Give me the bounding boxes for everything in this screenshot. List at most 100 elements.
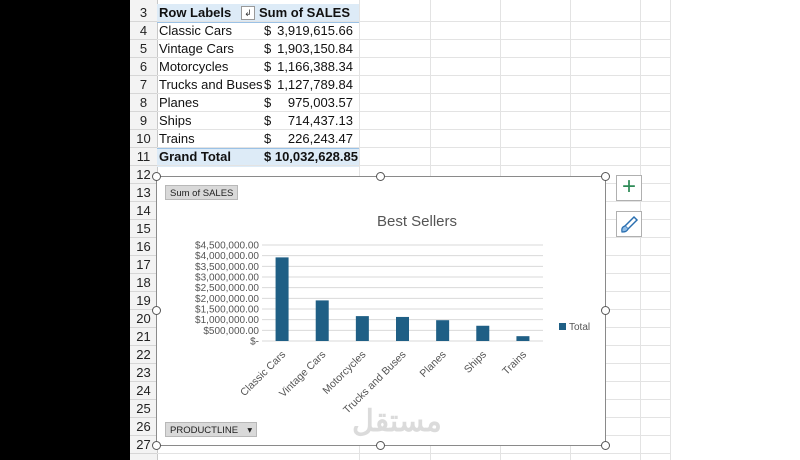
gridline-row <box>157 453 670 454</box>
pivot-row-value[interactable]: 975,003.57 <box>287 95 353 110</box>
resize-handle-top-right[interactable] <box>601 172 610 181</box>
y-tick-label: $4,000,000.00 <box>195 251 259 262</box>
x-tick-label: Planes <box>418 349 449 380</box>
resize-handle-left[interactable] <box>152 306 161 315</box>
row-number[interactable]: 16 <box>130 238 157 256</box>
pivot-row-label[interactable]: Classic Cars <box>159 23 232 38</box>
pivot-row-currency[interactable]: $ <box>264 77 272 92</box>
gridline-row <box>157 165 670 166</box>
pivot-row-value[interactable]: 1,166,388.34 <box>277 59 353 74</box>
pivot-header-row <box>157 4 359 23</box>
row-number[interactable]: 19 <box>130 292 157 310</box>
pivot-row-label[interactable]: Trucks and Buses <box>159 77 263 92</box>
chart-title[interactable]: Best Sellers <box>376 213 458 230</box>
bar[interactable] <box>275 257 289 341</box>
pivot-row-value[interactable]: 3,919,615.66 <box>277 23 353 38</box>
x-tick-label: Trains <box>500 349 529 378</box>
legend-label: Total <box>569 322 590 333</box>
row-number[interactable]: 11 <box>130 148 157 166</box>
row-number[interactable]: 23 <box>130 364 157 382</box>
axis-field-button[interactable]: PRODUCTLINE ▾ <box>165 422 258 437</box>
row-number[interactable]: 21 <box>130 328 157 346</box>
row-number[interactable]: 7 <box>130 76 157 94</box>
pivot-row-currency[interactable]: $ <box>264 113 272 128</box>
row-number[interactable]: 4 <box>130 22 157 40</box>
row-number[interactable]: 22 <box>130 346 157 364</box>
row-number[interactable]: 8 <box>130 94 157 112</box>
y-tick-label: $2,000,000.00 <box>195 294 259 305</box>
bar[interactable] <box>315 300 329 341</box>
grid-right <box>670 0 800 460</box>
bar[interactable] <box>436 320 450 341</box>
axis-field-label: PRODUCTLINE <box>170 425 239 436</box>
row-number[interactable]: 26 <box>130 418 157 436</box>
pivot-row-value[interactable]: 714,437.13 <box>287 113 353 128</box>
row-header-column: 3 4 5 6 7 8 9 10 11 12 13 14 15 16 17 18 19 20 21 22 23 24 25 2… <box>130 0 158 460</box>
gridline-row <box>157 21 670 22</box>
row-number[interactable]: 13 <box>130 184 157 202</box>
pivot-row-value[interactable]: 1,903,150.84 <box>277 41 353 56</box>
pivot-row-label[interactable]: Ships <box>159 113 192 128</box>
grand-total-label[interactable]: Grand Total <box>159 149 231 164</box>
row-number[interactable]: 10 <box>130 130 157 148</box>
x-tick-label: Ships <box>462 349 489 376</box>
grand-total-value[interactable]: $ 10,032,628.85 <box>264 149 358 164</box>
pivot-grand-total-row <box>157 148 359 167</box>
row-number[interactable]: 17 <box>130 256 157 274</box>
bar[interactable] <box>396 316 409 341</box>
resize-handle-top[interactable] <box>376 172 385 181</box>
bar[interactable] <box>516 336 530 341</box>
row-number[interactable]: 14 <box>130 202 157 220</box>
pivot-row-currency[interactable]: $ <box>264 41 272 56</box>
row-number[interactable]: 15 <box>130 220 157 238</box>
row-number[interactable]: 18 <box>130 274 157 292</box>
pivot-row-label[interactable]: Trains <box>159 131 195 146</box>
filter-dropdown-icon[interactable]: ↲ <box>241 6 255 20</box>
brush-icon <box>621 215 639 233</box>
y-tick-label: $1,000,000.00 <box>195 315 259 326</box>
resize-handle-bottom-left[interactable] <box>152 441 161 450</box>
pivot-row-value[interactable]: 1,127,789.84 <box>277 77 353 92</box>
row-number[interactable]: 12 <box>130 166 157 184</box>
y-tick-label: $- <box>250 337 259 348</box>
resize-handle-right[interactable] <box>601 306 610 315</box>
gridline-row <box>157 111 670 112</box>
gridline-row <box>157 93 670 94</box>
y-tick-label: $3,000,000.00 <box>195 273 259 284</box>
gridline-row <box>157 57 670 58</box>
row-number[interactable]: 20 <box>130 310 157 328</box>
chart-elements-button[interactable]: + <box>616 173 642 201</box>
y-tick-label: $2,500,000.00 <box>195 283 259 294</box>
y-tick-label: $4,500,000.00 <box>195 241 259 252</box>
bar[interactable] <box>355 316 369 341</box>
row-number[interactable]: 25 <box>130 400 157 418</box>
resize-handle-bottom[interactable] <box>376 441 385 450</box>
value-field-button[interactable]: Sum of SALES <box>165 185 239 200</box>
row-number[interactable]: 5 <box>130 40 157 58</box>
y-tick-label: $3,500,000.00 <box>195 262 259 273</box>
row-number[interactable]: 9 <box>130 112 157 130</box>
pivot-row-currency[interactable]: $ <box>264 59 272 74</box>
pivot-row-currency[interactable]: $ <box>264 131 272 146</box>
chevron-down-icon: ▾ <box>247 425 253 436</box>
resize-handle-bottom-right[interactable] <box>601 441 610 450</box>
pivot-row-value[interactable]: 226,243.47 <box>287 131 353 146</box>
row-number[interactable]: 27 <box>130 436 157 454</box>
row-number[interactable]: 6 <box>130 58 157 76</box>
gridline-row <box>157 129 670 130</box>
pivot-row-label[interactable]: Planes <box>159 95 199 110</box>
chart-styles-button[interactable] <box>616 211 642 237</box>
pivot-value-header[interactable]: Sum of SALES <box>259 5 351 20</box>
pivot-chart[interactable]: Sum of SALES Best Sellers $- $500,000.00 $… <box>156 176 606 446</box>
pivot-row-label[interactable]: Motorcycles <box>159 59 229 74</box>
plus-icon: + <box>621 173 636 200</box>
pivot-row-label[interactable]: Vintage Cars <box>159 41 234 56</box>
bar[interactable] <box>476 325 490 341</box>
resize-handle-top-left[interactable] <box>152 172 161 181</box>
y-tick-label: $1,500,000.00 <box>195 305 259 316</box>
row-number[interactable]: 3 <box>130 4 157 22</box>
pivot-row-currency[interactable]: $ <box>264 23 272 38</box>
pivot-row-labels-header[interactable]: Row Labels <box>159 5 232 20</box>
pivot-row-currency[interactable]: $ <box>264 95 272 110</box>
row-number[interactable]: 24 <box>130 382 157 400</box>
